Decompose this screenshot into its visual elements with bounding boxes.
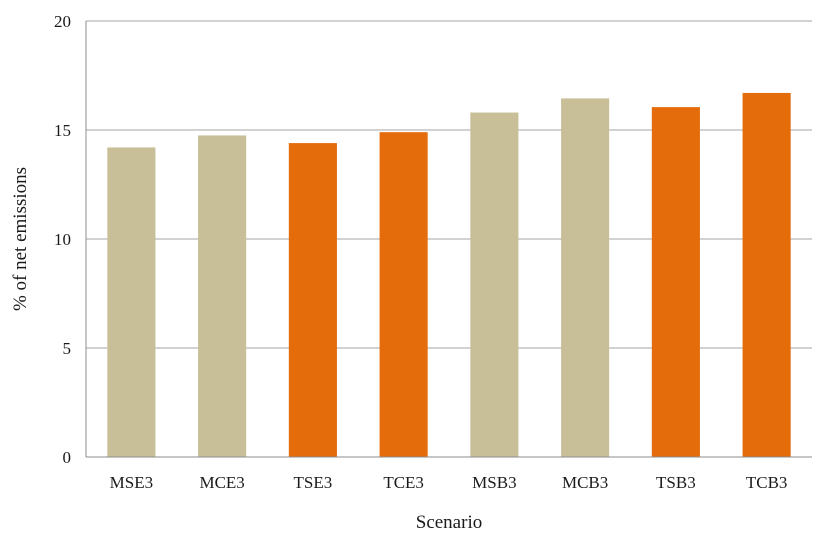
x-tick-label: TCE3 bbox=[383, 473, 424, 492]
bar-mcb3 bbox=[561, 98, 610, 457]
bar-mce3 bbox=[198, 135, 247, 457]
gridlines bbox=[86, 20, 812, 349]
bar-tsb3 bbox=[651, 107, 700, 458]
x-tick-label: TSE3 bbox=[294, 473, 333, 492]
y-axis-title: % of net emissions bbox=[10, 167, 31, 311]
x-tick-label: MSB3 bbox=[472, 473, 516, 492]
x-tick-label: MCE3 bbox=[199, 473, 244, 492]
y-tick-label: 15 bbox=[54, 121, 71, 140]
x-axis-title: Scenario bbox=[416, 512, 482, 533]
bar-msb3 bbox=[470, 112, 519, 457]
bar-mse3 bbox=[107, 147, 156, 457]
x-tick-label: TCB3 bbox=[746, 473, 788, 492]
x-tick-label: TSB3 bbox=[656, 473, 696, 492]
bar-tcb3 bbox=[742, 92, 791, 457]
bars bbox=[107, 92, 791, 458]
bar-tse3 bbox=[288, 143, 337, 457]
y-tick-labels: 0 5 10 15 20 bbox=[54, 12, 71, 467]
y-tick-label: 10 bbox=[54, 230, 71, 249]
x-tick-label: MSE3 bbox=[110, 473, 153, 492]
x-tick-label: MCB3 bbox=[562, 473, 608, 492]
y-tick-label: 5 bbox=[63, 339, 72, 358]
bar-tce3 bbox=[379, 132, 428, 457]
y-tick-label: 20 bbox=[54, 12, 71, 31]
x-tick-labels: MSE3 MCE3 TSE3 TCE3 MSB3 MCB3 TSB3 TCB3 bbox=[110, 473, 788, 492]
y-tick-label: 0 bbox=[63, 448, 72, 467]
